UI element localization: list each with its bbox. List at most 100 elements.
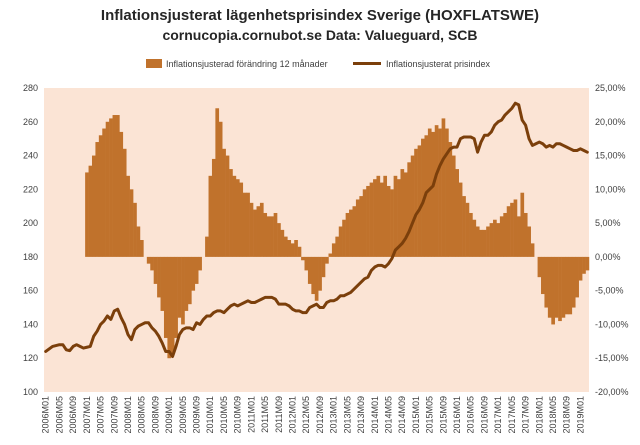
y-left-tick-label: 140 — [23, 319, 38, 329]
bar — [191, 256, 196, 291]
bar — [493, 219, 497, 257]
bar — [218, 121, 223, 257]
bar — [95, 142, 100, 257]
bar — [431, 131, 436, 257]
bar — [146, 256, 151, 264]
x-tick-label: 2007M01 — [82, 396, 92, 434]
x-tick-label: 2008M01 — [123, 396, 133, 434]
bar — [397, 179, 401, 257]
x-tick-label: 2012M05 — [301, 396, 311, 434]
bar — [211, 158, 216, 257]
bar — [314, 256, 319, 301]
bar — [383, 175, 388, 257]
bar — [139, 240, 144, 257]
bar — [98, 135, 103, 257]
x-tick-label: 2008M09 — [150, 396, 160, 434]
bar — [414, 148, 418, 257]
x-tick-label: 2019M01 — [575, 396, 585, 434]
bar — [410, 155, 415, 257]
bar — [421, 138, 425, 257]
x-tick-label: 2015M05 — [425, 396, 435, 434]
bar — [163, 256, 168, 338]
bar — [239, 182, 244, 257]
bar — [561, 256, 566, 318]
y-left-tick-label: 120 — [23, 353, 38, 363]
bar — [91, 155, 96, 257]
x-tick-label: 2017M01 — [493, 396, 503, 434]
x-tick-label: 2009M05 — [178, 396, 188, 434]
bar — [390, 189, 394, 257]
bar — [510, 202, 514, 257]
bar — [112, 115, 117, 257]
x-tick-label: 2010M01 — [205, 396, 215, 434]
bar — [335, 236, 340, 257]
bar — [582, 256, 586, 274]
bar — [266, 216, 271, 257]
bar — [122, 148, 127, 257]
x-tick-label: 2007M05 — [96, 396, 106, 434]
bar — [150, 256, 154, 271]
bar — [537, 256, 542, 278]
bar — [277, 223, 281, 257]
bar — [458, 182, 463, 257]
x-tick-label: 2006M05 — [54, 396, 64, 434]
x-tick-label: 2011M09 — [274, 396, 284, 433]
bar — [479, 229, 483, 257]
x-tick-label: 2009M01 — [164, 396, 174, 434]
bar — [270, 216, 274, 257]
bar — [181, 256, 185, 325]
bar — [503, 212, 507, 257]
y-left-tick-label: 160 — [23, 286, 38, 296]
bar — [229, 169, 233, 257]
bar — [369, 182, 374, 257]
y-left-tick-label: 200 — [23, 218, 38, 228]
bar — [331, 243, 336, 257]
bar — [527, 226, 531, 257]
bar — [352, 206, 357, 257]
bar — [373, 179, 377, 257]
bar — [109, 118, 113, 257]
bar — [448, 142, 453, 257]
bar — [290, 243, 295, 257]
chart-title: Inflationsjusterat lägenhetsprisindex Sv… — [100, 7, 540, 24]
bar — [246, 192, 250, 257]
bar — [547, 256, 552, 318]
bar — [451, 155, 456, 257]
bar — [544, 256, 549, 308]
bar — [170, 256, 175, 355]
bar — [486, 226, 490, 257]
bar — [235, 179, 240, 257]
y-left-tick-label: 240 — [23, 151, 38, 161]
bar — [301, 256, 305, 261]
bar — [438, 128, 442, 257]
bar — [400, 169, 405, 257]
x-tick-label: 2015M01 — [411, 396, 421, 434]
bar — [496, 223, 501, 257]
y-right-tick-label: 10,00% — [595, 184, 626, 194]
bar — [242, 192, 247, 257]
bar — [520, 192, 525, 257]
bar — [280, 229, 285, 257]
bar — [88, 165, 93, 257]
bar — [177, 256, 182, 318]
x-tick-label: 2016M05 — [466, 396, 476, 434]
bar — [578, 256, 583, 281]
y-left-tick-label: 280 — [23, 83, 38, 93]
bar — [376, 175, 381, 257]
y-right-tick-label: 15,00% — [595, 151, 626, 161]
bar — [198, 256, 202, 271]
x-tick-label: 2018M01 — [534, 396, 544, 434]
x-tick-label: 2007M09 — [109, 396, 119, 434]
bar — [342, 219, 346, 257]
x-tick-label: 2011M01 — [246, 396, 256, 433]
bar — [283, 236, 288, 257]
x-tick-label: 2010M05 — [219, 396, 229, 434]
bar — [386, 185, 391, 257]
x-tick-label: 2011M05 — [260, 396, 270, 433]
y-left-tick-label: 180 — [23, 252, 38, 262]
y-left-tick-label: 100 — [23, 387, 38, 397]
bar — [174, 256, 178, 338]
bar — [393, 175, 398, 257]
bar — [417, 145, 422, 257]
